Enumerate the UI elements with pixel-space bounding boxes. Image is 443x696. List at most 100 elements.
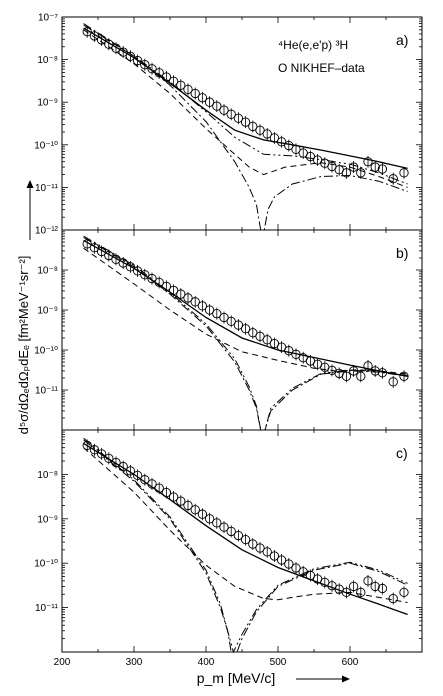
y-tick-label: 10⁻⁸ <box>37 55 58 66</box>
y-tick-label: 10⁻⁹ <box>37 98 58 109</box>
data-point <box>176 496 186 506</box>
panel-c-data-points <box>82 439 409 605</box>
data-point <box>140 270 150 280</box>
data-point <box>89 31 100 41</box>
data-point <box>212 518 222 528</box>
data-point <box>388 174 398 184</box>
panel-b-label: b) <box>396 245 408 261</box>
data-point <box>348 366 359 376</box>
panel-b: 10⁻¹¹ 10⁻¹⁰ 10⁻⁹ 10⁻⁸ b) <box>34 229 423 431</box>
y-tick-label: 10⁻¹⁰ <box>34 559 58 570</box>
data-point <box>219 522 229 532</box>
data-point <box>125 262 136 272</box>
data-point <box>190 297 200 307</box>
data-point <box>104 453 114 463</box>
data-point <box>212 309 222 319</box>
data-point <box>82 440 92 451</box>
data-point <box>190 88 200 99</box>
data-point <box>348 581 359 592</box>
data-point <box>291 144 301 155</box>
data-point <box>96 449 107 459</box>
panel-c-ticks: 10⁻¹¹ 10⁻¹⁰ 10⁻⁹ 10⁻⁸ <box>34 429 423 653</box>
data-point <box>111 457 121 468</box>
data-point <box>89 243 100 253</box>
data-point <box>161 281 172 292</box>
panel-a-annotation-reaction: ⁴He(e,e'p) ³H <box>278 38 348 52</box>
data-point <box>269 338 280 349</box>
data-point <box>377 164 388 174</box>
series-solid-line <box>83 239 408 377</box>
panel-c-label: c) <box>396 445 408 461</box>
data-point <box>190 505 200 515</box>
data-point <box>96 35 107 45</box>
series-dashed-line <box>83 29 408 188</box>
x-tick-label: 300 <box>126 657 143 668</box>
data-point <box>226 316 236 327</box>
data-point <box>248 539 258 549</box>
data-point <box>388 377 398 387</box>
data-point <box>89 445 100 455</box>
data-point <box>176 289 186 299</box>
data-point <box>377 583 388 594</box>
data-point <box>284 140 294 151</box>
data-point <box>219 312 229 323</box>
data-point <box>399 587 409 598</box>
panel-b-ticks: 10⁻¹¹ 10⁻¹⁰ 10⁻⁹ 10⁻⁸ <box>34 229 423 431</box>
data-point <box>118 461 128 472</box>
data-point <box>248 121 258 132</box>
y-tick-label: 10⁻¹¹ <box>35 603 59 614</box>
data-point <box>269 133 280 143</box>
y-tick-label: 10⁻⁸ <box>37 470 58 481</box>
data-point <box>125 466 136 476</box>
y-tick-label: 10⁻⁸ <box>37 266 58 277</box>
data-point <box>233 320 244 330</box>
data-point <box>248 328 258 338</box>
y-tick-label: 10⁻¹⁰ <box>34 346 58 357</box>
panel-a-curves <box>83 23 408 231</box>
data-point <box>183 293 193 303</box>
data-point <box>140 475 150 485</box>
data-point <box>262 547 272 557</box>
panel-a-annotation-data: O NIKHEF–data <box>278 61 365 75</box>
y-tick-label: 10⁻¹¹ <box>35 386 59 397</box>
data-point <box>377 368 388 378</box>
data-point <box>168 76 179 86</box>
data-point <box>111 43 121 53</box>
data-point <box>388 593 398 604</box>
series-dashed-line <box>83 447 408 603</box>
data-point <box>240 324 251 334</box>
data-point <box>104 250 114 261</box>
data-point <box>154 483 164 493</box>
data-point <box>104 39 114 49</box>
y-tick-label: 10⁻⁷ <box>38 13 58 24</box>
data-point <box>226 526 236 537</box>
data-point <box>233 530 244 541</box>
data-point <box>219 105 229 115</box>
x-tick-label: 200 <box>54 657 71 668</box>
series-dashdot-line <box>83 23 408 231</box>
data-point <box>212 101 222 111</box>
data-point <box>341 371 352 381</box>
series-dashdot-line <box>83 237 408 431</box>
data-point <box>399 371 409 381</box>
data-point <box>356 371 366 381</box>
data-point <box>370 366 380 376</box>
panel-c: 10⁻¹¹ 10⁻¹⁰ 10⁻⁹ 10⁻⁸ c) <box>34 429 423 654</box>
data-point <box>262 335 272 345</box>
y-axis-arrow <box>26 180 34 240</box>
panel-a-data-points <box>82 25 409 185</box>
data-point <box>147 479 157 489</box>
data-point <box>255 543 265 553</box>
y-tick-label: 10⁻⁹ <box>37 514 58 525</box>
data-point <box>154 68 164 78</box>
data-point <box>197 301 208 311</box>
data-point <box>255 125 265 135</box>
data-point <box>111 254 121 264</box>
data-point <box>147 273 157 284</box>
data-point <box>204 514 215 524</box>
data-point <box>82 27 92 37</box>
series-solid-line <box>83 27 408 170</box>
data-point <box>348 162 359 172</box>
data-point <box>183 84 193 95</box>
panel-b-data-points <box>82 237 409 388</box>
